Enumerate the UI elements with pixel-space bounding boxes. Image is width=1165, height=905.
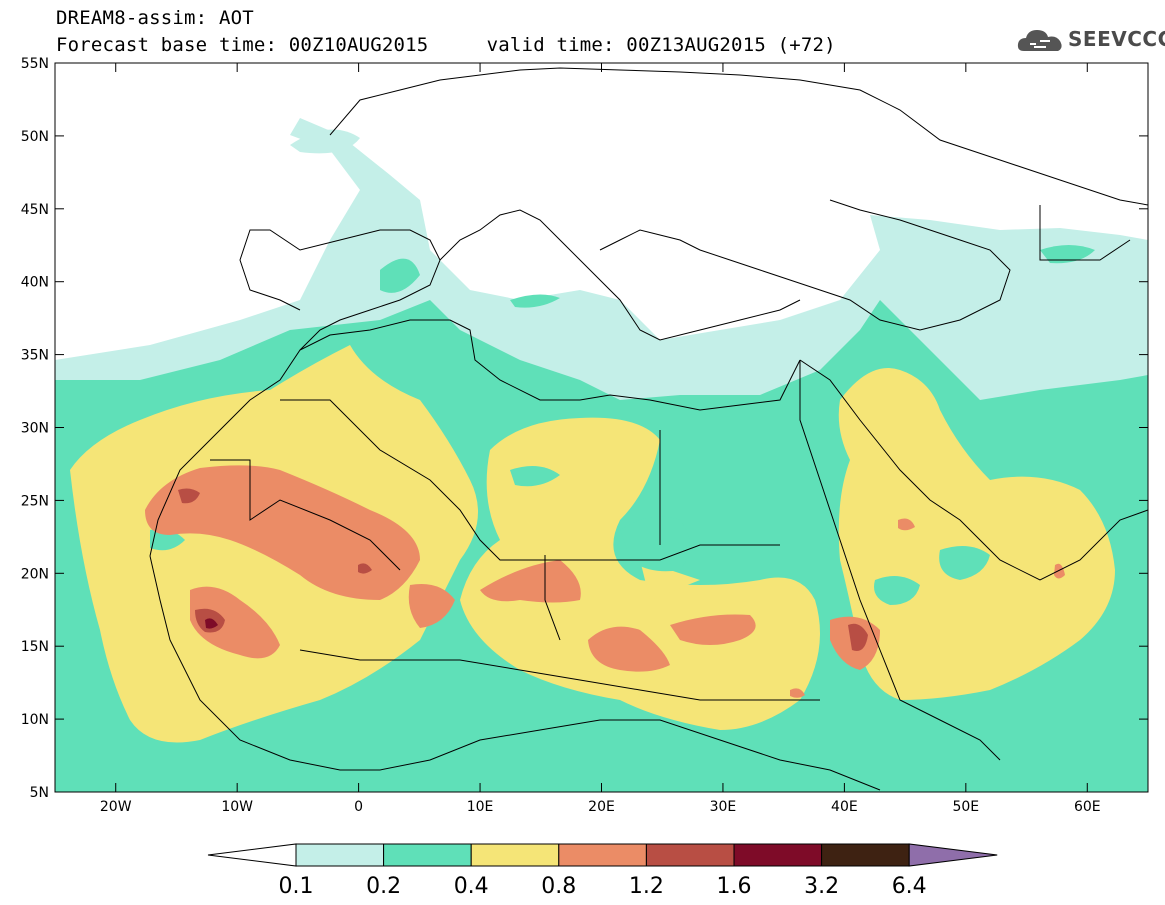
y-tick-label: 35N [21, 348, 49, 364]
longitude-axis: 20W 10W 0 10E 20E 30E 40E 50E 60E [100, 63, 1101, 815]
y-tick-label: 45N [21, 202, 49, 218]
logo-text: SEEVCCC [1068, 27, 1165, 51]
colorbar-label: 6.4 [892, 874, 927, 899]
x-tick-label: 20E [588, 799, 615, 815]
colorbar-label: 3.2 [804, 874, 839, 899]
x-tick-label: 20W [100, 799, 132, 815]
y-tick-label: 30N [21, 421, 49, 437]
map-title: DREAM8-assim: AOT [56, 7, 254, 29]
seevccc-logo: SEEVCCC [1016, 24, 1165, 56]
colorbar-label: 0.2 [366, 874, 401, 899]
y-tick-label: 40N [21, 275, 49, 291]
colorbar-swatch [733, 843, 823, 867]
y-tick-label: 50N [21, 129, 49, 145]
colorbar-swatch [821, 843, 910, 867]
y-tick-label: 10N [21, 712, 49, 728]
aot-band-0.2-0.4-inner [150, 466, 990, 605]
x-tick-label: 50E [952, 799, 979, 815]
colorbar-label: 0.8 [541, 874, 576, 899]
x-tick-label: 10W [221, 799, 253, 815]
latitude-axis: 55N 50N 45N 40N 35N 30N 25N 20N 15N 10N 5N [21, 56, 1148, 801]
colorbar-under-triangle [207, 843, 297, 867]
colorbar-label: 0.1 [279, 874, 314, 899]
x-tick-label: 30E [710, 799, 737, 815]
x-tick-label: 10E [467, 799, 494, 815]
colorbar-label: 1.2 [629, 874, 664, 899]
y-tick-label: 20N [21, 566, 49, 582]
aot-band-1.6-3.2 [205, 618, 218, 629]
colorbar: 0.1 0.2 0.4 0.8 1.2 1.6 3.2 6.4 [207, 843, 998, 899]
y-tick-label: 25N [21, 493, 49, 509]
x-tick-label: 60E [1074, 799, 1101, 815]
x-tick-label: 40E [831, 799, 858, 815]
y-tick-label: 55N [21, 56, 49, 72]
colorbar-label: 1.6 [717, 874, 752, 899]
x-tick-label: 0 [354, 799, 363, 815]
aot-contour-fields [55, 63, 1148, 792]
y-tick-label: 15N [21, 639, 49, 655]
colorbar-swatch [383, 843, 472, 867]
colorbar-label: 0.4 [454, 874, 489, 899]
colorbar-swatch [295, 843, 385, 867]
colorbar-over-triangle [908, 843, 998, 867]
coastlines [149, 67, 1148, 791]
colorbar-swatch [558, 843, 647, 867]
y-tick-label: 5N [30, 785, 49, 801]
colorbar-swatch [470, 843, 560, 867]
forecast-times: Forecast base time: 00Z10AUG2015 valid t… [56, 34, 836, 56]
colorbar-swatch [645, 843, 735, 867]
cloud-icon [1017, 30, 1062, 51]
